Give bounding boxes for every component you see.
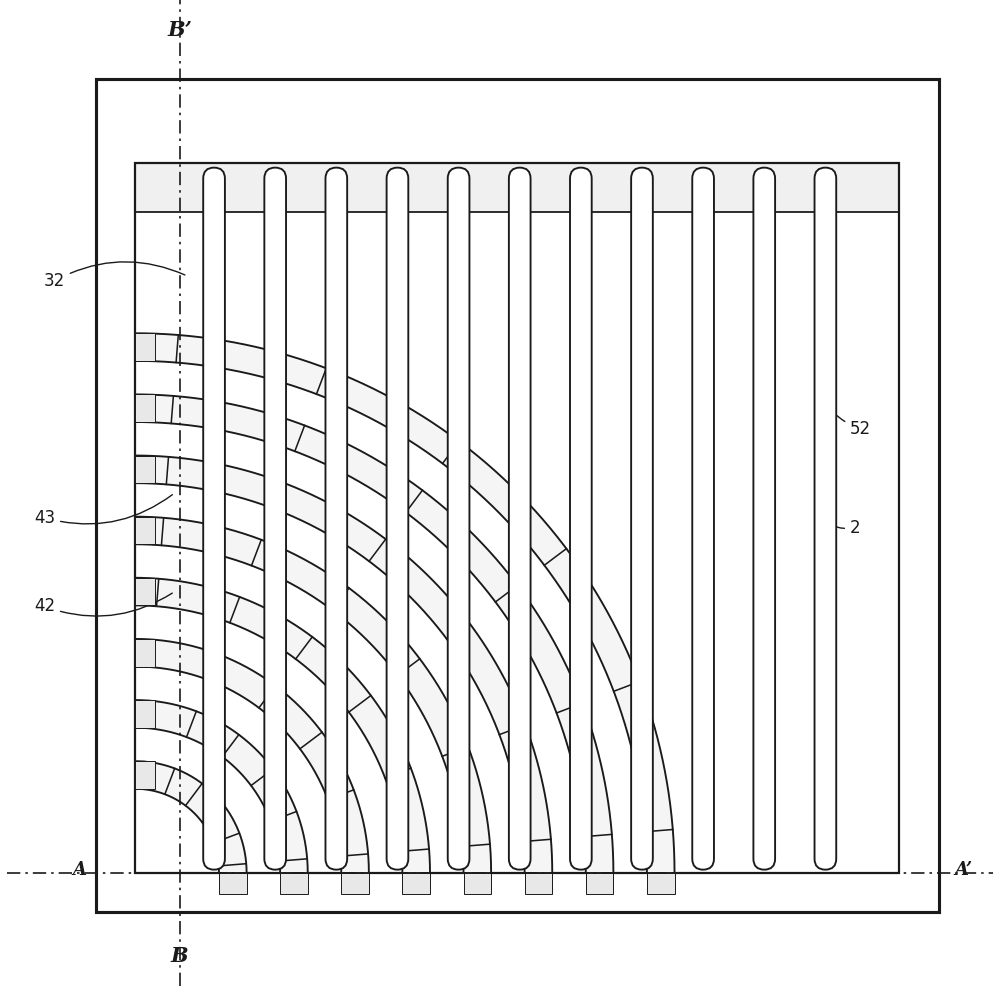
FancyBboxPatch shape <box>448 168 469 870</box>
Bar <box>135 517 155 544</box>
Bar <box>525 873 552 894</box>
FancyBboxPatch shape <box>815 168 836 870</box>
Bar <box>135 394 155 422</box>
Bar <box>402 873 430 894</box>
Polygon shape <box>135 333 675 873</box>
Bar <box>341 873 369 894</box>
Bar <box>464 873 491 894</box>
Text: B: B <box>171 947 188 966</box>
FancyBboxPatch shape <box>509 168 531 870</box>
Polygon shape <box>135 456 552 873</box>
Bar <box>135 333 155 361</box>
Text: A’: A’ <box>954 861 972 879</box>
Text: 43: 43 <box>34 495 172 527</box>
Text: 32: 32 <box>44 262 185 290</box>
Bar <box>280 873 308 894</box>
FancyBboxPatch shape <box>203 168 225 870</box>
Bar <box>135 639 155 667</box>
FancyBboxPatch shape <box>631 168 653 870</box>
Polygon shape <box>135 700 308 873</box>
Text: 42: 42 <box>34 594 172 616</box>
Bar <box>219 873 247 894</box>
Polygon shape <box>135 394 613 873</box>
Bar <box>135 456 155 483</box>
Polygon shape <box>135 517 491 873</box>
Polygon shape <box>135 761 247 873</box>
FancyBboxPatch shape <box>325 168 347 870</box>
Text: B’: B’ <box>167 20 192 39</box>
Text: 52: 52 <box>816 378 871 438</box>
FancyBboxPatch shape <box>753 168 775 870</box>
Bar <box>135 700 155 728</box>
Bar <box>135 761 155 789</box>
Bar <box>647 873 675 894</box>
FancyBboxPatch shape <box>692 168 714 870</box>
Text: A: A <box>72 861 86 879</box>
Bar <box>135 578 155 605</box>
Bar <box>586 873 613 894</box>
Bar <box>135 163 899 212</box>
FancyBboxPatch shape <box>387 168 408 870</box>
Text: 2: 2 <box>817 515 861 536</box>
FancyBboxPatch shape <box>264 168 286 870</box>
FancyBboxPatch shape <box>570 168 592 870</box>
Polygon shape <box>135 578 430 873</box>
Polygon shape <box>135 639 369 873</box>
